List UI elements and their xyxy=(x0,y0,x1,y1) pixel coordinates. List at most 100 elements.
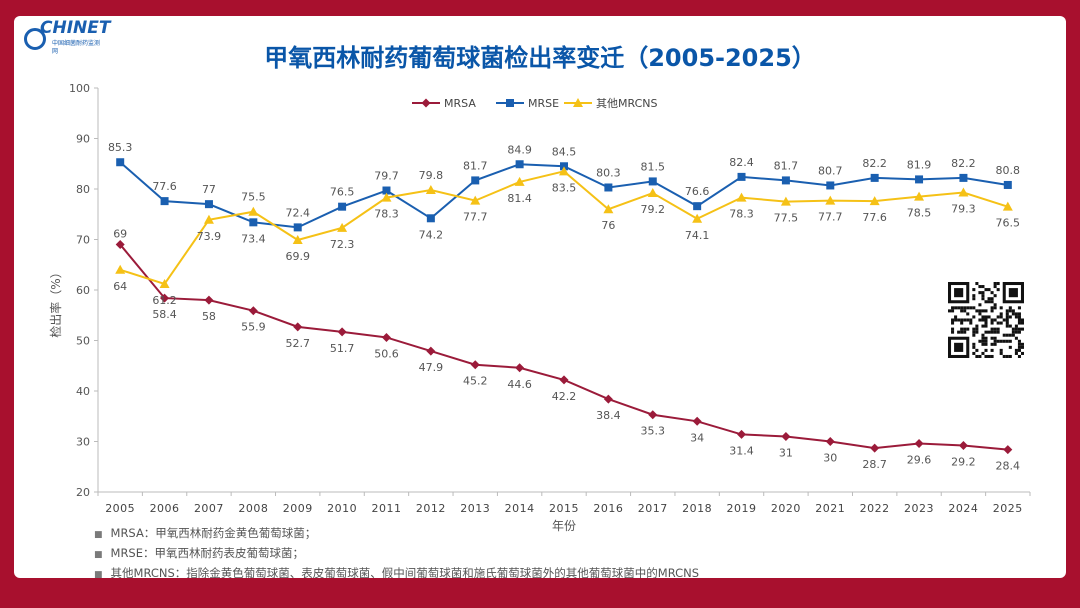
x-tick-label: 2005 xyxy=(105,502,135,515)
data-point-mrse xyxy=(116,158,125,167)
x-tick-label: 2012 xyxy=(416,502,446,515)
qr-module xyxy=(990,291,994,295)
data-point-mrcns xyxy=(780,196,791,206)
chinet-logo: CHINET 中国细菌耐药监测网 xyxy=(22,18,110,62)
qr-module xyxy=(990,321,994,325)
data-point-mrcns xyxy=(292,235,303,245)
data-point-mrsa xyxy=(248,306,258,316)
data-label-mrcns: 78.5 xyxy=(907,207,932,220)
qr-module xyxy=(957,330,961,334)
x-tick-label: 2006 xyxy=(150,502,180,515)
data-point-mrcns xyxy=(736,192,747,202)
x-tick-label: 2017 xyxy=(638,502,668,515)
qr-module xyxy=(966,312,970,316)
qr-module xyxy=(999,312,1003,316)
qr-module xyxy=(963,309,967,313)
qr-code-icon[interactable] xyxy=(948,282,1024,358)
qr-module xyxy=(1008,339,1012,343)
qr-module xyxy=(954,306,958,310)
data-point-mrcns xyxy=(514,176,525,186)
data-label-mrsa: 47.9 xyxy=(419,361,444,374)
data-point-mrse xyxy=(471,176,480,185)
qr-module xyxy=(999,351,1003,355)
x-tick-label: 2007 xyxy=(194,502,224,515)
qr-module xyxy=(1017,306,1021,310)
qr-module xyxy=(993,294,997,298)
y-tick-label: 100 xyxy=(69,82,90,95)
qr-module xyxy=(975,327,979,331)
data-label-mrse: 82.4 xyxy=(729,156,754,169)
qr-module xyxy=(1005,309,1009,313)
data-point-mrsa xyxy=(115,240,125,250)
data-label-mrcns: 74.1 xyxy=(685,229,710,242)
x-tick-label: 2022 xyxy=(860,502,890,515)
y-tick-label: 90 xyxy=(76,133,90,146)
data-label-mrse: 72.4 xyxy=(285,206,310,219)
qr-module xyxy=(972,342,976,346)
qr-module xyxy=(993,327,997,331)
qr-module xyxy=(987,330,991,334)
logo-name: CHINET xyxy=(40,18,111,38)
qr-module xyxy=(1011,327,1015,331)
y-tick-label: 70 xyxy=(76,234,90,247)
qr-module xyxy=(993,330,997,334)
qr-module xyxy=(999,306,1003,310)
qr-module xyxy=(1017,315,1021,319)
qr-module xyxy=(960,309,964,313)
qr-module xyxy=(1014,351,1018,355)
qr-module xyxy=(960,327,964,331)
data-label-mrcns: 76 xyxy=(601,219,615,232)
qr-module xyxy=(984,309,988,313)
qr-module xyxy=(963,318,967,322)
qr-module xyxy=(1014,348,1018,352)
data-point-mrse xyxy=(604,183,613,192)
qr-module xyxy=(1017,327,1021,331)
data-point-mrsa xyxy=(337,327,347,337)
qr-module xyxy=(981,315,985,319)
data-point-mrse xyxy=(560,162,568,171)
data-point-mrcns xyxy=(381,192,392,202)
data-label-mrcns: 75.5 xyxy=(241,191,266,204)
qr-module xyxy=(1017,330,1021,334)
data-label-mrsa: 28.7 xyxy=(862,458,887,471)
data-label-mrse: 82.2 xyxy=(862,157,887,170)
qr-finder-core xyxy=(1008,288,1018,298)
qr-module xyxy=(993,318,997,322)
qr-module xyxy=(984,315,988,319)
qr-module xyxy=(984,348,988,352)
qr-module xyxy=(984,354,988,358)
data-label-mrse: 81.7 xyxy=(463,159,488,172)
data-point-mrcns xyxy=(248,206,259,216)
qr-module xyxy=(978,309,982,313)
qr-module xyxy=(981,294,985,298)
y-tick-label: 30 xyxy=(76,436,90,449)
qr-module xyxy=(957,306,961,310)
data-point-mrse xyxy=(515,160,524,169)
data-point-mrcns xyxy=(337,222,348,232)
qr-module xyxy=(990,354,994,358)
qr-module xyxy=(954,318,958,322)
data-point-mrse xyxy=(426,214,435,223)
data-point-mrcns xyxy=(470,195,481,205)
data-point-mrcns xyxy=(159,278,170,288)
data-point-mrse xyxy=(160,197,169,206)
qr-module xyxy=(960,306,964,310)
data-point-mrse xyxy=(915,175,924,184)
qr-module xyxy=(975,348,979,352)
qr-module xyxy=(969,321,973,325)
data-point-mrsa xyxy=(737,429,747,439)
qr-module xyxy=(969,306,973,310)
data-point-mrsa xyxy=(381,332,391,342)
qr-module xyxy=(984,321,988,325)
data-label-mrcns: 79.3 xyxy=(951,203,976,216)
qr-module xyxy=(990,327,994,331)
qr-finder-core xyxy=(954,288,964,298)
data-label-mrsa: 29.6 xyxy=(907,454,932,467)
data-label-mrse: 77.6 xyxy=(152,180,177,193)
qr-module xyxy=(951,330,955,334)
qr-module xyxy=(987,297,991,301)
data-label-mrsa: 31.4 xyxy=(729,444,754,457)
data-label-mrcns: 78.3 xyxy=(729,208,754,221)
qr-module xyxy=(969,318,973,322)
data-label-mrcns: 64 xyxy=(113,280,127,293)
